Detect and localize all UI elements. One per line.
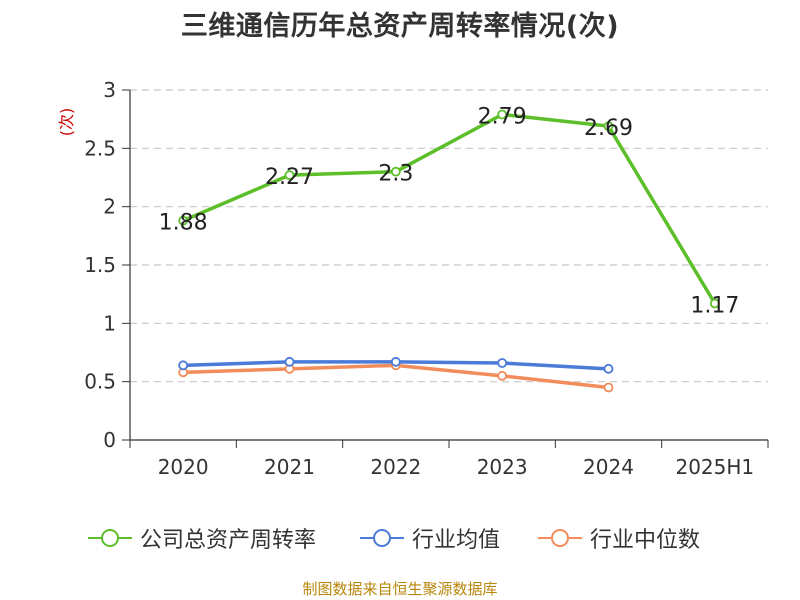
data-point <box>178 360 189 371</box>
data-point <box>603 382 614 393</box>
legend-label: 公司总资产周转率 <box>140 528 317 553</box>
chart-title: 三维通信历年总资产周转率情况(次) <box>180 11 620 42</box>
data-point <box>390 356 401 367</box>
legend-item-company[interactable]: 公司总资产周转率 <box>88 520 316 556</box>
x-tick-label: 2021 <box>264 455 315 479</box>
data-point <box>497 358 508 368</box>
y-tick-label: 0 <box>103 428 116 452</box>
y-tick-label: 1.5 <box>84 253 116 277</box>
data-point <box>709 298 720 309</box>
legend: 公司总资产周转率 行业均值 行业中位数 <box>0 520 800 556</box>
x-tick-label: 2020 <box>158 455 209 479</box>
series-line <box>182 112 717 305</box>
data-point <box>603 121 614 132</box>
x-tick-label: 2023 <box>477 455 528 479</box>
y-tick-label: 2.5 <box>84 136 116 160</box>
x-tick-label: 2024 <box>583 455 634 479</box>
data-label: 2.69 <box>584 116 633 141</box>
axes: 0 0.5 1 1.5 2 2.5 3 2020 2021 2022 2023 2024 2025H1 <box>84 78 769 479</box>
data-label: 1.88 <box>159 211 208 236</box>
x-tick-label: 2025H1 <box>675 455 754 479</box>
legend-label: 行业中位数 <box>590 528 701 553</box>
x-tick-label: 2022 <box>370 455 421 479</box>
data-point <box>603 363 614 374</box>
y-axis-label: (次) <box>57 108 76 137</box>
y-tick-label: 1 <box>103 311 116 335</box>
legend-line-marker <box>88 529 132 547</box>
data-label: 1.17 <box>690 294 739 319</box>
data-label: 2.27 <box>265 165 314 190</box>
data-label: 2.3 <box>378 162 413 187</box>
y-tick-label: 0.5 <box>84 370 116 394</box>
legend-line-marker <box>538 529 582 547</box>
grid-lines <box>130 89 768 383</box>
data-label: 2.79 <box>478 105 527 130</box>
legend-item-industry-median[interactable]: 行业中位数 <box>538 520 700 556</box>
y-tick-label: 2 <box>103 195 116 219</box>
data-source-note: 制图数据来自恒生聚源数据库 <box>302 580 498 598</box>
legend-item-industry-mean[interactable]: 行业均值 <box>360 520 500 556</box>
data-point <box>284 356 295 367</box>
data-point <box>284 170 295 181</box>
series-group: 1.88 2.27 2.3 2.79 2.69 1.17 <box>159 105 739 393</box>
data-point <box>497 109 508 120</box>
y-tick-label: 3 <box>103 78 116 102</box>
data-point <box>178 215 189 226</box>
data-point <box>497 370 508 381</box>
data-point <box>390 166 401 177</box>
legend-label: 行业均值 <box>412 528 501 553</box>
legend-line-marker <box>360 529 404 547</box>
